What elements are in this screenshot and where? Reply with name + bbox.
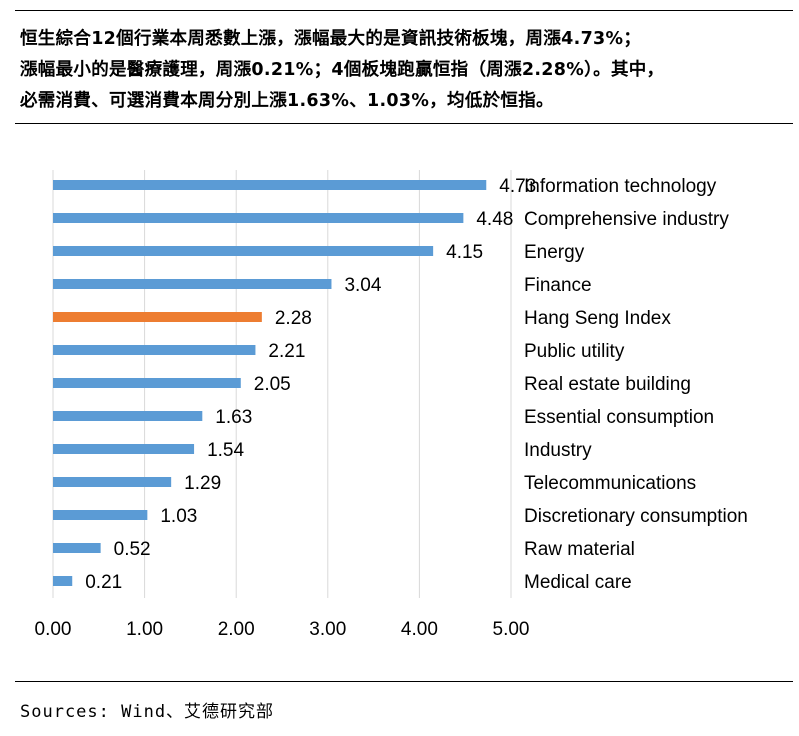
value-label: 3.04 <box>344 275 381 296</box>
category-label: Information technology <box>524 176 717 197</box>
bar <box>53 279 332 289</box>
value-label: 2.05 <box>254 374 291 395</box>
value-label: 4.73 <box>499 176 536 197</box>
value-label: 1.29 <box>184 473 221 494</box>
headline-line-3: 必需消費、可選消費本周分別上漲1.63%、1.03%，均低於恒指。 <box>20 91 554 111</box>
headline-line-2: 漲幅最小的是醫療護理，周漲0.21%；4個板塊跑贏恒指（周漲2.28%）。其中， <box>20 60 665 80</box>
bar <box>53 213 464 223</box>
bar <box>53 345 256 355</box>
value-label: 4.15 <box>446 242 483 263</box>
category-label: Finance <box>524 275 592 296</box>
category-label: Comprehensive industry <box>524 209 729 230</box>
value-label: 2.21 <box>268 341 305 362</box>
bar <box>53 510 148 520</box>
headline: 恒生綜合12個行業本周悉數上漲，漲幅最大的是資訊技術板塊，周漲4.73%； 漲幅… <box>20 24 790 117</box>
category-label: Essential consumption <box>524 407 714 428</box>
middle-rule <box>15 123 793 124</box>
category-label: Real estate building <box>524 374 691 395</box>
bar <box>53 411 203 421</box>
bar <box>53 477 172 487</box>
top-rule <box>15 10 793 11</box>
x-tick-label: 5.00 <box>493 619 530 640</box>
x-tick-label: 4.00 <box>401 619 438 640</box>
category-label: Hang Seng Index <box>524 308 671 329</box>
value-label: 0.52 <box>114 539 151 560</box>
x-tick-label: 0.00 <box>35 619 72 640</box>
category-label: Public utility <box>524 341 625 362</box>
category-label: Raw material <box>524 539 635 560</box>
bar <box>53 378 241 388</box>
x-tick-label: 2.00 <box>218 619 255 640</box>
value-label: 1.54 <box>207 440 244 461</box>
category-label: Industry <box>524 440 592 461</box>
bar <box>53 246 434 256</box>
sources-note: Sources: Wind、艾德研究部 <box>20 702 275 722</box>
bar <box>53 543 101 553</box>
headline-line-1: 恒生綜合12個行業本周悉數上漲，漲幅最大的是資訊技術板塊，周漲4.73%； <box>20 29 642 49</box>
category-label: Energy <box>524 242 585 263</box>
x-tick-label: 3.00 <box>309 619 346 640</box>
bar <box>53 180 487 190</box>
value-label: 1.63 <box>215 407 252 428</box>
bar <box>53 576 73 586</box>
category-label: Telecommunications <box>524 473 696 494</box>
x-tick-label: 1.00 <box>126 619 163 640</box>
value-label: 4.48 <box>476 209 513 230</box>
sector-bar-chart: 0.00 1.00 2.00 3.00 4.00 5.00 4.73Information … <box>35 170 748 640</box>
bar <box>53 444 195 454</box>
value-label: 0.21 <box>85 572 122 593</box>
bottom-rule <box>15 681 793 682</box>
value-label: 2.28 <box>275 308 312 329</box>
bar <box>53 312 262 322</box>
value-label: 1.03 <box>160 506 197 527</box>
category-label: Medical care <box>524 572 632 593</box>
category-label: Discretionary consumption <box>524 506 748 527</box>
